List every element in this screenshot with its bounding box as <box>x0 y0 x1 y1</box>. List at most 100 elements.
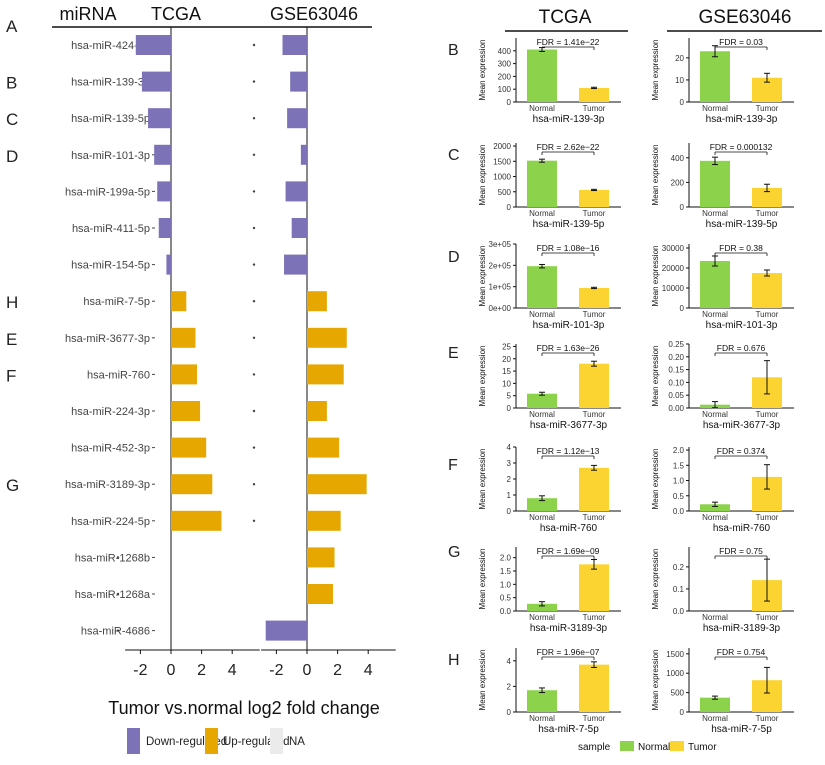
x-tick-label: Normal <box>702 104 728 113</box>
y-tick-label: 0 <box>507 404 512 413</box>
y-tick-label: 15 <box>502 367 511 376</box>
chart-title: hsa-miR-3677-3p <box>703 420 781 431</box>
panel-letter-a: A <box>6 17 18 36</box>
y-axis-label: Mean expression <box>651 650 660 711</box>
x-tick-label: Normal <box>702 513 728 522</box>
gse-row-dot <box>252 43 256 47</box>
y-tick-label: 1.0 <box>673 477 685 486</box>
y-tick-label: 300 <box>498 60 512 69</box>
y-axis-label: Mean expression <box>478 40 487 101</box>
gse-row-dot <box>252 336 256 339</box>
expression-chart-F-tcga: 0 1 2 3 4 Mean expression Normal Tumor FDR = 1.1… <box>478 443 621 534</box>
y-tick-label: 2e+05 <box>489 261 512 270</box>
gse-row-dot <box>252 373 256 376</box>
gse-fold-change-bar <box>290 71 307 92</box>
gse-row-dot <box>252 446 256 449</box>
y-tick-label: 2 <box>507 682 512 691</box>
chart-title: hsa-miR-7-5p <box>711 724 772 735</box>
y-tick-label: 1500 <box>666 650 684 659</box>
y-tick-label: 0 <box>680 708 685 717</box>
expression-chart-B-gse63046: 0 10 20 Mean expression Normal Tumor FDR = 0.0… <box>651 37 794 125</box>
y-axis-label: Mean expression <box>478 145 487 206</box>
gse-x-tick-label: -2 <box>269 662 283 679</box>
x-tick-label: Tumor <box>756 104 779 113</box>
normal-bar <box>700 160 730 207</box>
sample-legend: sample Normal Tumor <box>578 741 717 753</box>
gse-row-dot <box>252 117 256 120</box>
gse-fold-change-bar <box>285 181 307 202</box>
gse-row-dot <box>252 300 256 303</box>
normal-bar <box>700 51 730 102</box>
gse-x-tick-label: 4 <box>364 662 373 679</box>
gse-fold-change-bar <box>287 108 307 129</box>
tcga-fold-change-bar <box>171 364 198 385</box>
panel-letter-d-right: D <box>448 249 460 266</box>
row-letter: H <box>6 293 18 312</box>
x-tick-label: Normal <box>529 310 555 319</box>
gse-row-dot <box>252 483 256 486</box>
panel-letter-f-right: F <box>448 457 458 474</box>
x-tick-label: Normal <box>529 513 555 522</box>
gse-row-dot <box>252 263 256 266</box>
normal-bar <box>527 603 557 611</box>
y-tick-label: 0 <box>507 203 512 212</box>
row-letter: D <box>6 147 18 166</box>
y-tick-label: 3e+05 <box>489 240 512 249</box>
fdr-label: FDR = 1.12e−13 <box>537 446 600 456</box>
fdr-label: FDR = 1.41e−22 <box>537 37 600 47</box>
y-tick-label: 0.15 <box>668 366 684 375</box>
gse-x-tick-label: 2 <box>333 662 342 679</box>
panel-letter-b-right: B <box>448 42 459 59</box>
tcga-fold-change-bar <box>154 144 171 165</box>
mirna-label: hsa-miR-424-5p <box>71 40 150 52</box>
y-axis-label: Mean expression <box>478 246 487 307</box>
expression-chart-G-tcga: 0.0 0.5 1.0 1.5 2.0 Mean expression Normal Tumo… <box>478 546 621 634</box>
normal-bar <box>527 160 557 207</box>
normal-bar <box>527 266 557 308</box>
y-tick-label: 100 <box>498 85 512 94</box>
y-tick-label: 1.5 <box>500 567 512 576</box>
tcga-na-mark <box>116 556 120 559</box>
x-tick-label: Normal <box>702 613 728 622</box>
x-tick-label: Tumor <box>756 513 779 522</box>
fdr-label: FDR = 0.03 <box>719 37 763 47</box>
y-axis-label: Mean expression <box>651 145 660 206</box>
sample-legend-label-normal: Normal <box>638 742 670 753</box>
y-tick-label: 20000 <box>662 264 685 273</box>
gse-fold-change-bar <box>282 35 307 55</box>
chart-title: hsa-miR-3189-3p <box>530 623 608 634</box>
fold-change-axis-title: Tumor vs.normal log2 fold change <box>108 698 379 718</box>
tcga-x-tick-label: 4 <box>228 662 237 679</box>
y-tick-label: 1.0 <box>500 580 512 589</box>
y-tick-label: 25 <box>502 342 511 351</box>
gse-fold-change-bar <box>307 584 334 604</box>
tcga-header-right: TCGA <box>539 7 592 28</box>
mirna-label: hsa-miR-4686 <box>81 626 150 638</box>
legend-key-na <box>270 728 283 754</box>
chart-title: hsa-miR-139-5p <box>533 219 605 230</box>
y-tick-label: 500 <box>498 188 512 197</box>
gse-fold-change-bar <box>307 401 327 421</box>
gse-row-dot <box>252 409 256 413</box>
tumor-bar <box>752 187 782 207</box>
mirna-label: hsa-miR-3189-3p <box>65 479 150 491</box>
y-tick-label: 0.0 <box>500 607 512 616</box>
y-tick-label: 2.0 <box>500 554 512 563</box>
chart-title: hsa-miR-139-3p <box>706 114 778 125</box>
x-tick-label: Normal <box>702 310 728 319</box>
y-tick-label: 10000 <box>662 284 685 293</box>
tumor-bar <box>579 664 609 712</box>
expression-chart-C-gse63046: 0 200 400 Mean expression Normal Tumor FDR = 0… <box>651 142 794 230</box>
gse-header-right: GSE63046 <box>699 7 792 28</box>
tcga-fold-change-bar <box>171 401 201 421</box>
expression-chart-B-tcga: 0 100 200 300 400 Mean expression Normal Tumor F… <box>478 37 621 125</box>
chart-title: hsa-miR-101-3p <box>533 320 605 331</box>
x-tick-label: Tumor <box>583 104 606 113</box>
y-axis-label: Mean expression <box>651 549 660 610</box>
row-letter: B <box>6 74 17 93</box>
mirna-label: hsa-miR-411-5p <box>72 223 150 235</box>
x-tick-label: Tumor <box>583 310 606 319</box>
gse-x-tick-label: 0 <box>303 662 312 679</box>
